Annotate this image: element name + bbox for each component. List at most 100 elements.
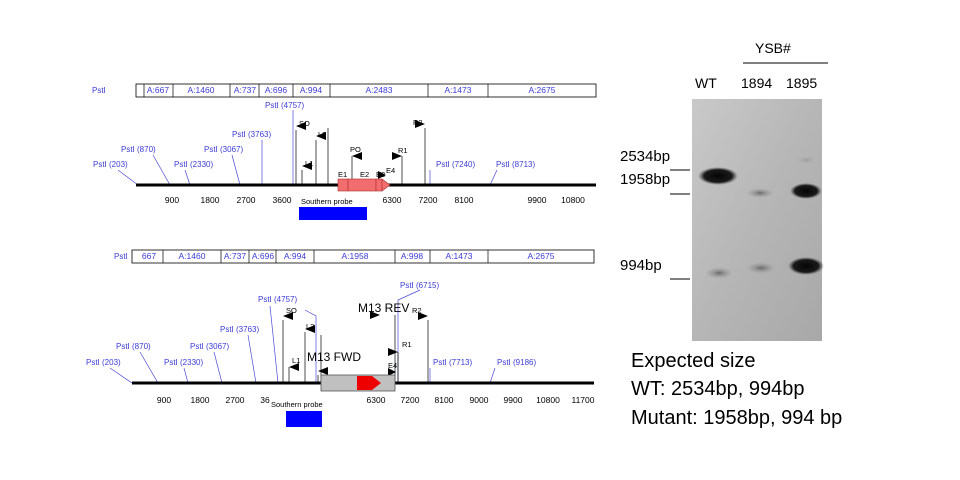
wt-site: PstI (3763) — [232, 130, 271, 139]
mut-primer-stems — [282, 315, 429, 383]
gel-image — [692, 99, 822, 341]
band — [796, 156, 816, 164]
wt-tick: 7200 — [419, 195, 438, 205]
mut-site: PstI (9186) — [497, 358, 536, 367]
wt-site: PstI (8713) — [496, 160, 535, 169]
marker-label: 994bp — [620, 257, 662, 274]
mut-site: PstI (3067) — [190, 342, 229, 351]
wt-fragment: A:2675 — [529, 85, 556, 95]
mut-site-leaders — [109, 289, 496, 384]
expected-wt: WT: 2534bp, 994bp — [631, 378, 804, 400]
wt-site: PstI (4757) — [265, 101, 304, 110]
wt-fragment: A:1473 — [445, 85, 472, 95]
mut-site: PstI (7713) — [433, 358, 472, 367]
mut-tick: 9900 — [504, 395, 523, 405]
wt-exon: E2 — [360, 170, 369, 179]
mut-primer-arrows — [283, 311, 428, 376]
marker-label: 1958bp — [620, 171, 670, 188]
lane-label-wt: WT — [695, 75, 717, 91]
wt-site: PstI (2330) — [174, 160, 213, 169]
wt-exon: E1 — [338, 170, 347, 179]
wt-primer-arrows — [296, 120, 425, 179]
wt-fragment-dividers — [143, 84, 489, 97]
lane-label-1894: 1894 — [741, 75, 772, 91]
wt-site-leaders — [117, 110, 498, 186]
band — [790, 183, 822, 199]
wt-primer: L2 — [318, 130, 326, 139]
band — [698, 167, 738, 185]
mut-tick: 11700 — [571, 395, 594, 405]
mut-map-label: PstI — [114, 252, 128, 261]
wt-site: PstI (870) — [121, 145, 156, 154]
wt-tick: 900 — [165, 195, 179, 205]
mut-fragment: A:2675 — [528, 251, 555, 261]
mut-southern-probe — [286, 411, 322, 427]
mut-site: PstI (3763) — [220, 325, 259, 334]
mut-tick: 10800 — [536, 395, 560, 405]
wt-fragment: A:667 — [147, 85, 169, 95]
wt-tick: 1800 — [201, 195, 220, 205]
wt-southern-probe — [299, 207, 367, 220]
wt-site: PstI (7240) — [436, 160, 475, 169]
wt-primer: R2 — [413, 118, 423, 127]
band — [746, 262, 776, 274]
wt-fragment: A:696 — [265, 85, 287, 95]
expected-size-note: Expected size WT: 2534bp, 994bp Mutant: … — [631, 350, 842, 429]
wt-primer: SO — [299, 119, 310, 128]
mut-site: PstI (4757) — [258, 295, 297, 304]
mut-fragment-dividers — [162, 250, 489, 263]
expected-title: Expected size — [631, 350, 756, 372]
mut-site: PstI (203) — [86, 358, 121, 367]
wt-fragment-box — [135, 83, 597, 98]
marker-label: 2534bp — [620, 148, 670, 165]
wt-tick: 9900 — [528, 195, 547, 205]
mut-tick: 1800 — [191, 395, 210, 405]
mut-fragment-box — [131, 249, 595, 264]
wt-primer: R1 — [398, 146, 408, 155]
wt-tick: 3600 — [273, 195, 292, 205]
wt-site: PstI (3067) — [204, 145, 243, 154]
band — [788, 257, 824, 275]
mut-tick: 2700 — [226, 395, 245, 405]
mutant-map: PstI 667 A:1460 A:737 A:696 A:994 A:1958… — [86, 249, 595, 427]
mut-probe-label: Southern probe — [271, 400, 323, 409]
m13-rev-label: M13 REV — [358, 301, 409, 315]
band — [705, 267, 733, 279]
mut-primer: E4 — [388, 361, 397, 370]
mut-tick: 6300 — [367, 395, 386, 405]
mut-primer: R2 — [412, 306, 422, 315]
mut-primer: L2 — [306, 322, 314, 331]
mut-primer: L1 — [292, 356, 300, 365]
mut-fragment: A:696 — [252, 251, 274, 261]
wt-map: PstI A:667 A:1460 A:737 A:696 A:994 A:24… — [92, 83, 597, 220]
wt-tick: 8100 — [455, 195, 474, 205]
mut-tick: 7200 — [401, 395, 420, 405]
wt-exon: E3 — [376, 170, 385, 179]
mut-fragment: A:998 — [401, 251, 423, 261]
mut-tick: 36 — [260, 395, 270, 405]
wt-primer: PO — [350, 145, 361, 154]
mut-tick: 8100 — [435, 395, 454, 405]
wt-tick: 2700 — [237, 195, 256, 205]
wt-site: PstI (203) — [93, 160, 128, 169]
southern-blot: YSB# WT 1894 1895 2534bp 1958bp 994bp — [620, 40, 828, 341]
ysb-group-label: YSB# — [755, 40, 791, 56]
mut-fragment: 667 — [142, 251, 156, 261]
mut-tick: 900 — [157, 395, 171, 405]
lane-label-1895: 1895 — [786, 75, 817, 91]
mut-primer: R1 — [402, 340, 412, 349]
mut-fragment: A:1473 — [446, 251, 473, 261]
wt-primer: L1 — [305, 159, 313, 168]
wt-fragment: A:2483 — [366, 85, 393, 95]
mut-fragment: A:1460 — [179, 251, 206, 261]
wt-tick: 6300 — [383, 195, 402, 205]
wt-exons — [337, 178, 391, 192]
band — [746, 188, 774, 198]
mut-fragment: A:737 — [224, 251, 246, 261]
wt-primer: E4 — [386, 166, 395, 175]
wt-fragment: A:737 — [234, 85, 256, 95]
mut-tick: 9000 — [470, 395, 489, 405]
mut-primer: SO — [286, 306, 297, 315]
mut-site: PstI (870) — [116, 342, 151, 351]
